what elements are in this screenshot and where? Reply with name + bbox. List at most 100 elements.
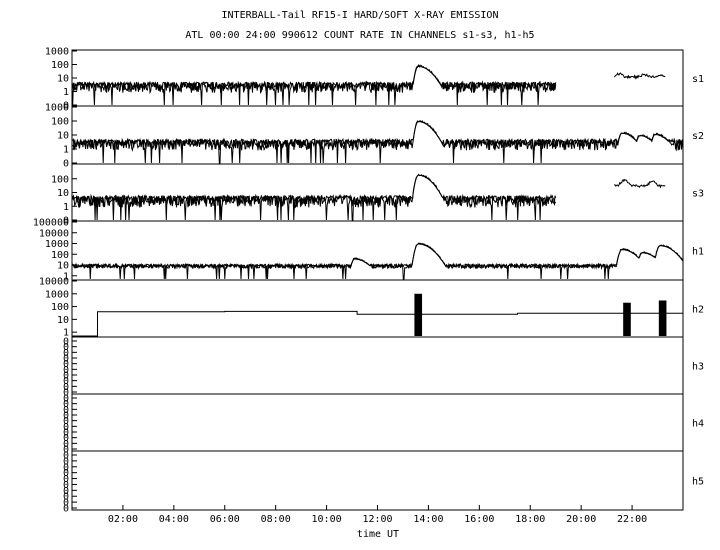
series-h2-steps	[72, 310, 683, 337]
panel-label: s3	[692, 189, 704, 200]
y-tick-label: 0	[63, 382, 69, 393]
y-tick-label: 1	[63, 87, 69, 98]
panel-label: h3	[692, 362, 704, 373]
x-tick-label: 12:00	[362, 514, 392, 525]
y-tick-label: 0	[63, 216, 69, 227]
x-tick-label: 18:00	[515, 514, 545, 525]
y-tick-label: 0	[63, 474, 69, 485]
series-h2-burst-2	[658, 300, 667, 336]
y-tick-label: 0	[63, 371, 69, 382]
panel-frame	[71, 105, 684, 165]
series-h2-burst-1	[623, 302, 631, 336]
series-s3-0-b	[71, 174, 557, 208]
series-s2-0	[72, 120, 684, 164]
x-tick-label: 02:00	[108, 514, 138, 525]
y-tick-label: 10	[57, 261, 69, 272]
y-tick-label: 0	[63, 388, 69, 399]
y-tick-label: 0	[63, 498, 69, 509]
y-tick-label: 0	[63, 348, 69, 359]
x-tick-label: 20:00	[566, 514, 596, 525]
y-tick-label: 0	[63, 468, 69, 479]
series-h1-0-b	[71, 243, 684, 270]
y-tick-label: 0	[63, 480, 69, 491]
panel-label: h5	[692, 477, 704, 488]
panel-frame	[71, 163, 684, 222]
y-tick-label: 0	[63, 337, 69, 348]
series-s2-0-b	[71, 121, 684, 152]
panel-label: h4	[692, 419, 704, 430]
x-tick-label: 08:00	[261, 514, 291, 525]
x-tick-label: 14:00	[413, 514, 443, 525]
panel-frame	[71, 450, 684, 511]
series-s3-1	[614, 178, 666, 189]
series-h2-burst-0	[414, 293, 423, 336]
y-tick-label: 0	[63, 456, 69, 467]
y-tick-label: 1000	[45, 103, 69, 114]
y-tick-label: 10000	[39, 277, 69, 288]
series-s1-0-b	[71, 65, 557, 95]
y-tick-label: 0	[63, 416, 69, 427]
y-tick-label: 0	[63, 439, 69, 450]
y-tick-label: 1	[63, 145, 69, 156]
panel-frame	[71, 336, 684, 395]
x-tick-label: 10:00	[312, 514, 342, 525]
y-tick-label: 0	[63, 445, 69, 456]
panel-label: s1	[692, 74, 704, 85]
series-s3-0	[71, 173, 557, 221]
y-tick-label: 10	[57, 315, 69, 326]
y-tick-label: 0	[63, 451, 69, 462]
y-tick-label: 1	[63, 202, 69, 213]
chart-panels: 10001001010s110001001010s21001010s310000…	[33, 47, 704, 515]
y-tick-label: 0	[63, 394, 69, 405]
y-tick-label: 0	[63, 342, 69, 353]
y-tick-label: 10000	[39, 228, 69, 239]
y-tick-label: 10	[57, 188, 69, 199]
y-tick-label: 1	[63, 328, 69, 339]
y-tick-label: 100	[51, 302, 69, 313]
y-tick-label: 0	[63, 399, 69, 410]
panel-label: h1	[692, 247, 704, 258]
series-s1-1	[613, 72, 666, 80]
y-tick-label: 0	[63, 428, 69, 439]
y-tick-label: 100	[51, 60, 69, 71]
x-axis: 02:00 04:00 06:00 08:00 10:00 12:00 14:00 16:00…	[108, 505, 647, 525]
y-tick-label: 0	[63, 422, 69, 433]
panel-label: s2	[692, 131, 704, 142]
y-tick-label: 0	[63, 376, 69, 387]
y-tick-label: 1	[63, 271, 69, 282]
y-tick-label: 100	[51, 174, 69, 185]
y-tick-label: 0	[63, 462, 69, 473]
y-tick-label: 0	[63, 492, 69, 503]
y-tick-label: 0	[63, 504, 69, 515]
panel-frame	[71, 393, 684, 452]
y-tick-label: 10	[57, 74, 69, 85]
x-tick-label: 16:00	[464, 514, 494, 525]
chart-subtitle: ATL 00:00 24:00 990612 COUNT RATE IN CHA…	[185, 30, 534, 41]
y-tick-label: 1000	[45, 289, 69, 300]
y-tick-label: 0	[63, 486, 69, 497]
y-tick-label: 100000	[33, 218, 69, 229]
x-tick-label: 04:00	[159, 514, 189, 525]
y-tick-label: 0	[63, 411, 69, 422]
y-tick-label: 0	[63, 159, 69, 170]
x-axis-label: time UT	[357, 529, 399, 540]
y-tick-label: 1000	[45, 47, 69, 58]
series-h1-0	[71, 242, 684, 280]
y-tick-label: 0	[63, 354, 69, 365]
panel-label: h2	[692, 305, 704, 316]
y-tick-label: 0	[63, 359, 69, 370]
y-tick-label: 0	[63, 365, 69, 376]
y-tick-label: 100	[51, 250, 69, 261]
y-tick-label: 0	[63, 405, 69, 416]
panel-frame	[71, 279, 684, 338]
y-tick-label: 100	[51, 117, 69, 128]
